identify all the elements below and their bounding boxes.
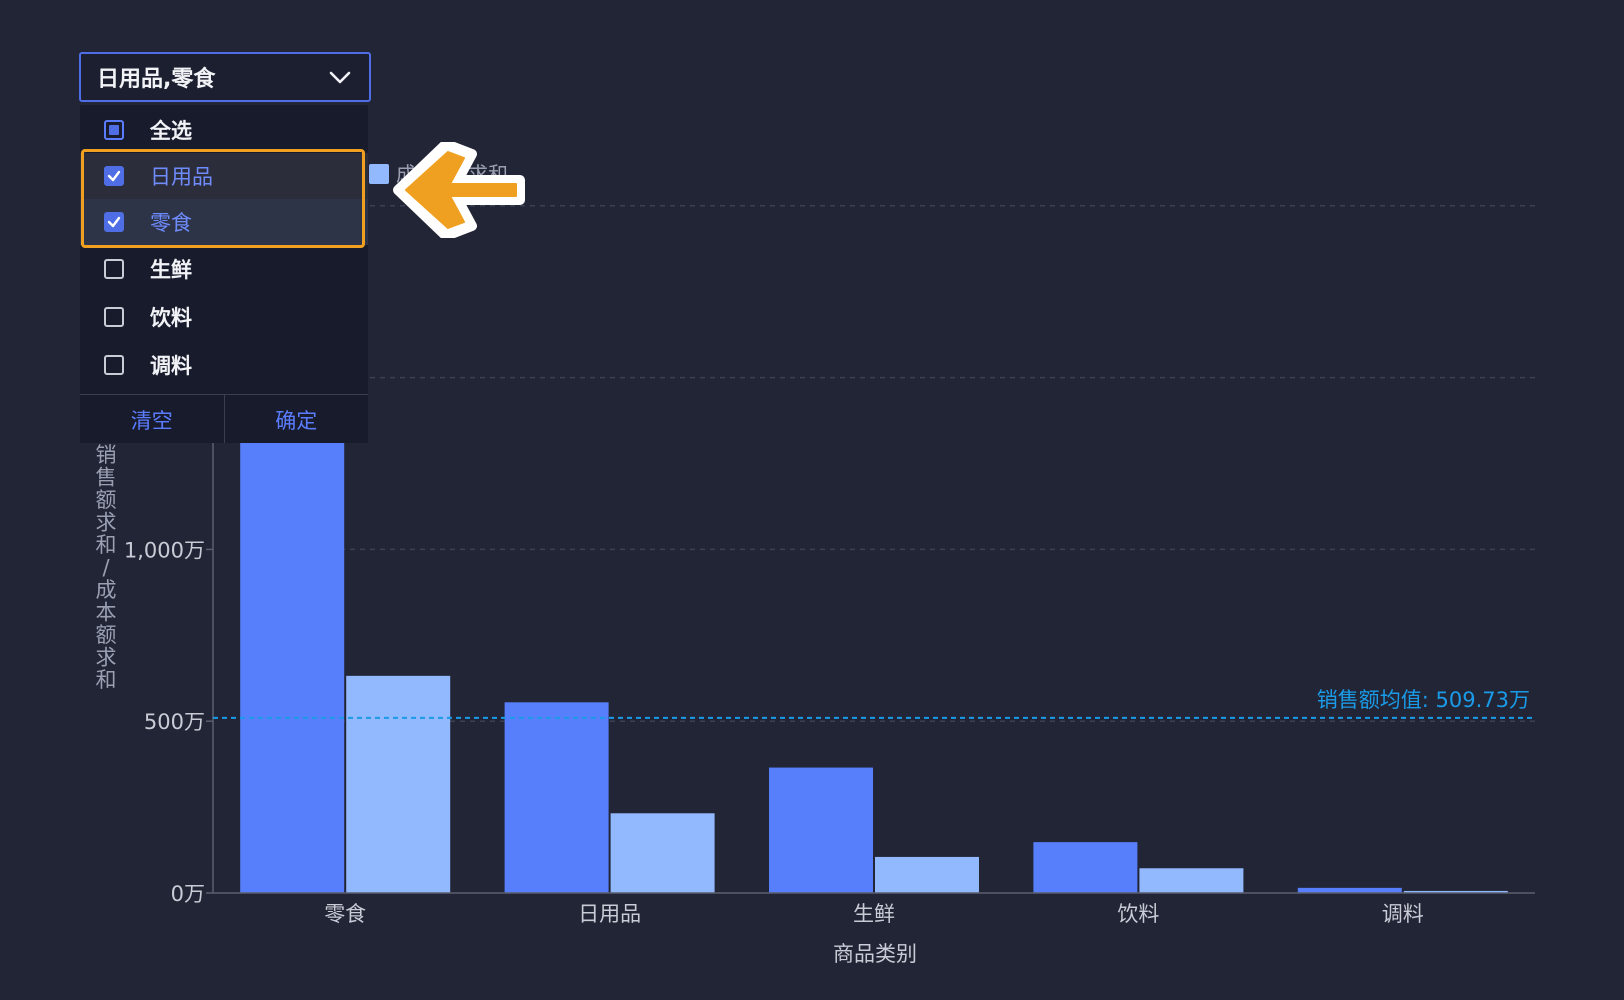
x-tick-label: 零食 — [324, 902, 366, 926]
option-label: 生鲜 — [150, 258, 192, 282]
bar-sales — [240, 377, 345, 894]
y-tick-label: 0万 — [171, 882, 205, 906]
bar-cost — [610, 813, 715, 893]
legend-swatch-cost — [369, 164, 389, 184]
y-axis-ticks: 0万 500万 1,000万 — [124, 538, 213, 906]
checkbox-unchecked-icon[interactable] — [104, 307, 124, 327]
average-line-label: 销售额均值: 509.73万 — [1317, 688, 1530, 712]
x-axis-ticks: 零食 日用品 生鲜 饮料 调料 — [324, 902, 1424, 926]
y-axis-title-char: 本 — [96, 601, 117, 625]
option-fresh[interactable]: 生鲜 — [80, 246, 368, 292]
checkbox-unchecked-icon[interactable] — [104, 259, 124, 279]
y-axis-title-char: 额 — [96, 488, 117, 512]
confirm-button[interactable]: 确定 — [223, 395, 369, 443]
x-tick-label: 生鲜 — [853, 902, 895, 926]
y-axis-title-char: 求 — [96, 511, 117, 535]
option-daily-goods[interactable]: 日用品 — [80, 153, 368, 199]
filter-dropdown-panel: 全选 日用品 零食 生鲜 饮料 调料 清空 确定 — [80, 105, 368, 443]
filter-selected-value: 日用品,零食 — [97, 67, 216, 92]
y-axis-title-char: 销 — [96, 443, 117, 467]
checkbox-checked-icon[interactable] — [104, 212, 124, 232]
y-axis-title-char: 售 — [96, 466, 117, 490]
y-axis-title-char: 额 — [96, 623, 117, 647]
y-axis-title-char: 和 — [96, 668, 117, 692]
option-select-all[interactable]: 全选 — [80, 107, 368, 153]
bar-cost — [1139, 868, 1244, 893]
x-axis-title: 商品类别 — [833, 942, 917, 966]
y-axis-title-char: / — [102, 556, 110, 580]
arrow-left-icon — [393, 142, 525, 238]
checkbox-indeterminate-icon[interactable] — [104, 120, 124, 140]
bar-sales — [504, 702, 609, 893]
option-label: 饮料 — [150, 306, 192, 330]
option-label: 全选 — [150, 119, 192, 143]
bar-cost — [1403, 890, 1508, 893]
checkbox-checked-icon[interactable] — [104, 166, 124, 186]
bar-cost — [346, 675, 451, 893]
option-seasoning[interactable]: 调料 — [80, 342, 368, 388]
option-label: 调料 — [150, 354, 192, 378]
y-axis-title-char: 求 — [96, 646, 117, 670]
bar-cost — [875, 856, 979, 893]
x-tick-label: 日用品 — [578, 902, 641, 926]
chevron-down-icon — [329, 71, 351, 84]
y-axis-title-char: 和 — [96, 533, 117, 557]
checkbox-unchecked-icon[interactable] — [104, 355, 124, 375]
y-axis-title-char: 成 — [96, 578, 117, 602]
clear-button[interactable]: 清空 — [130, 408, 173, 433]
chart-gridlines — [340, 205, 1535, 722]
option-label: 日用品 — [150, 165, 213, 189]
dropdown-footer: 清空 确定 — [80, 394, 368, 443]
option-label: 零食 — [150, 211, 192, 235]
x-tick-label: 调料 — [1382, 902, 1424, 926]
bar-sales — [769, 767, 873, 893]
x-tick-label: 饮料 — [1117, 902, 1159, 926]
y-tick-label: 500万 — [144, 710, 205, 734]
y-tick-label: 1,000万 — [124, 538, 205, 562]
bar-sales — [1033, 842, 1138, 893]
option-beverages[interactable]: 饮料 — [80, 294, 368, 340]
category-filter-select[interactable]: 日用品,零食 — [79, 52, 371, 102]
bar-sales — [1297, 887, 1402, 893]
chart-bars — [240, 377, 1508, 894]
option-snacks[interactable]: 零食 — [80, 199, 368, 245]
